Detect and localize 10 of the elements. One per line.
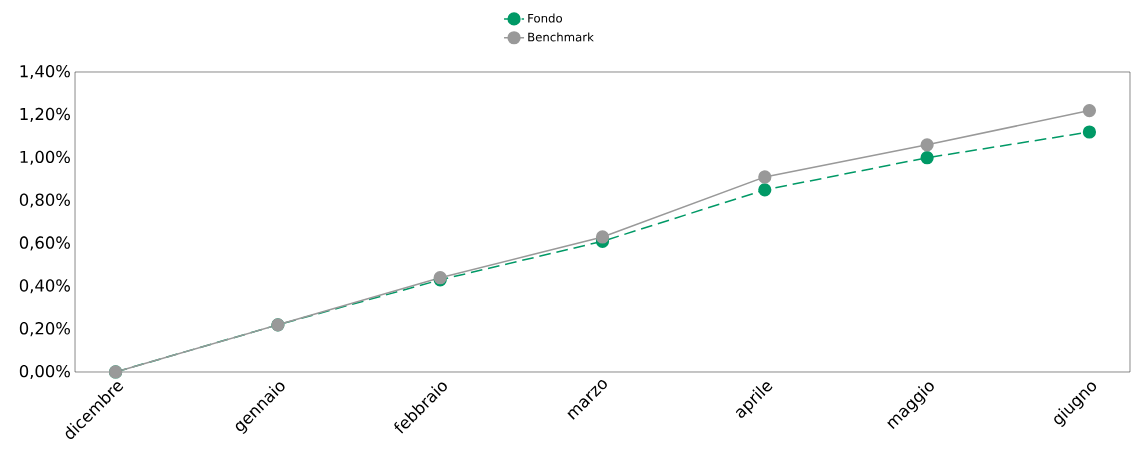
y-tick-label: 1,20%	[20, 107, 70, 122]
y-tick-label: 0,20%	[19, 322, 70, 337]
legend-label: Fondo	[528, 13, 563, 23]
y-tick-label: 0,80%	[19, 193, 70, 208]
y-tick-label: 0,60%	[19, 236, 70, 251]
legend-label: Benchmark	[528, 32, 594, 42]
y-tick-label: 1,40%	[20, 64, 70, 80]
y-tick-label: 0,40%	[19, 279, 70, 294]
y-tick-label: 0,00%	[19, 364, 70, 380]
y-tick-label: 1,00%	[20, 150, 70, 165]
